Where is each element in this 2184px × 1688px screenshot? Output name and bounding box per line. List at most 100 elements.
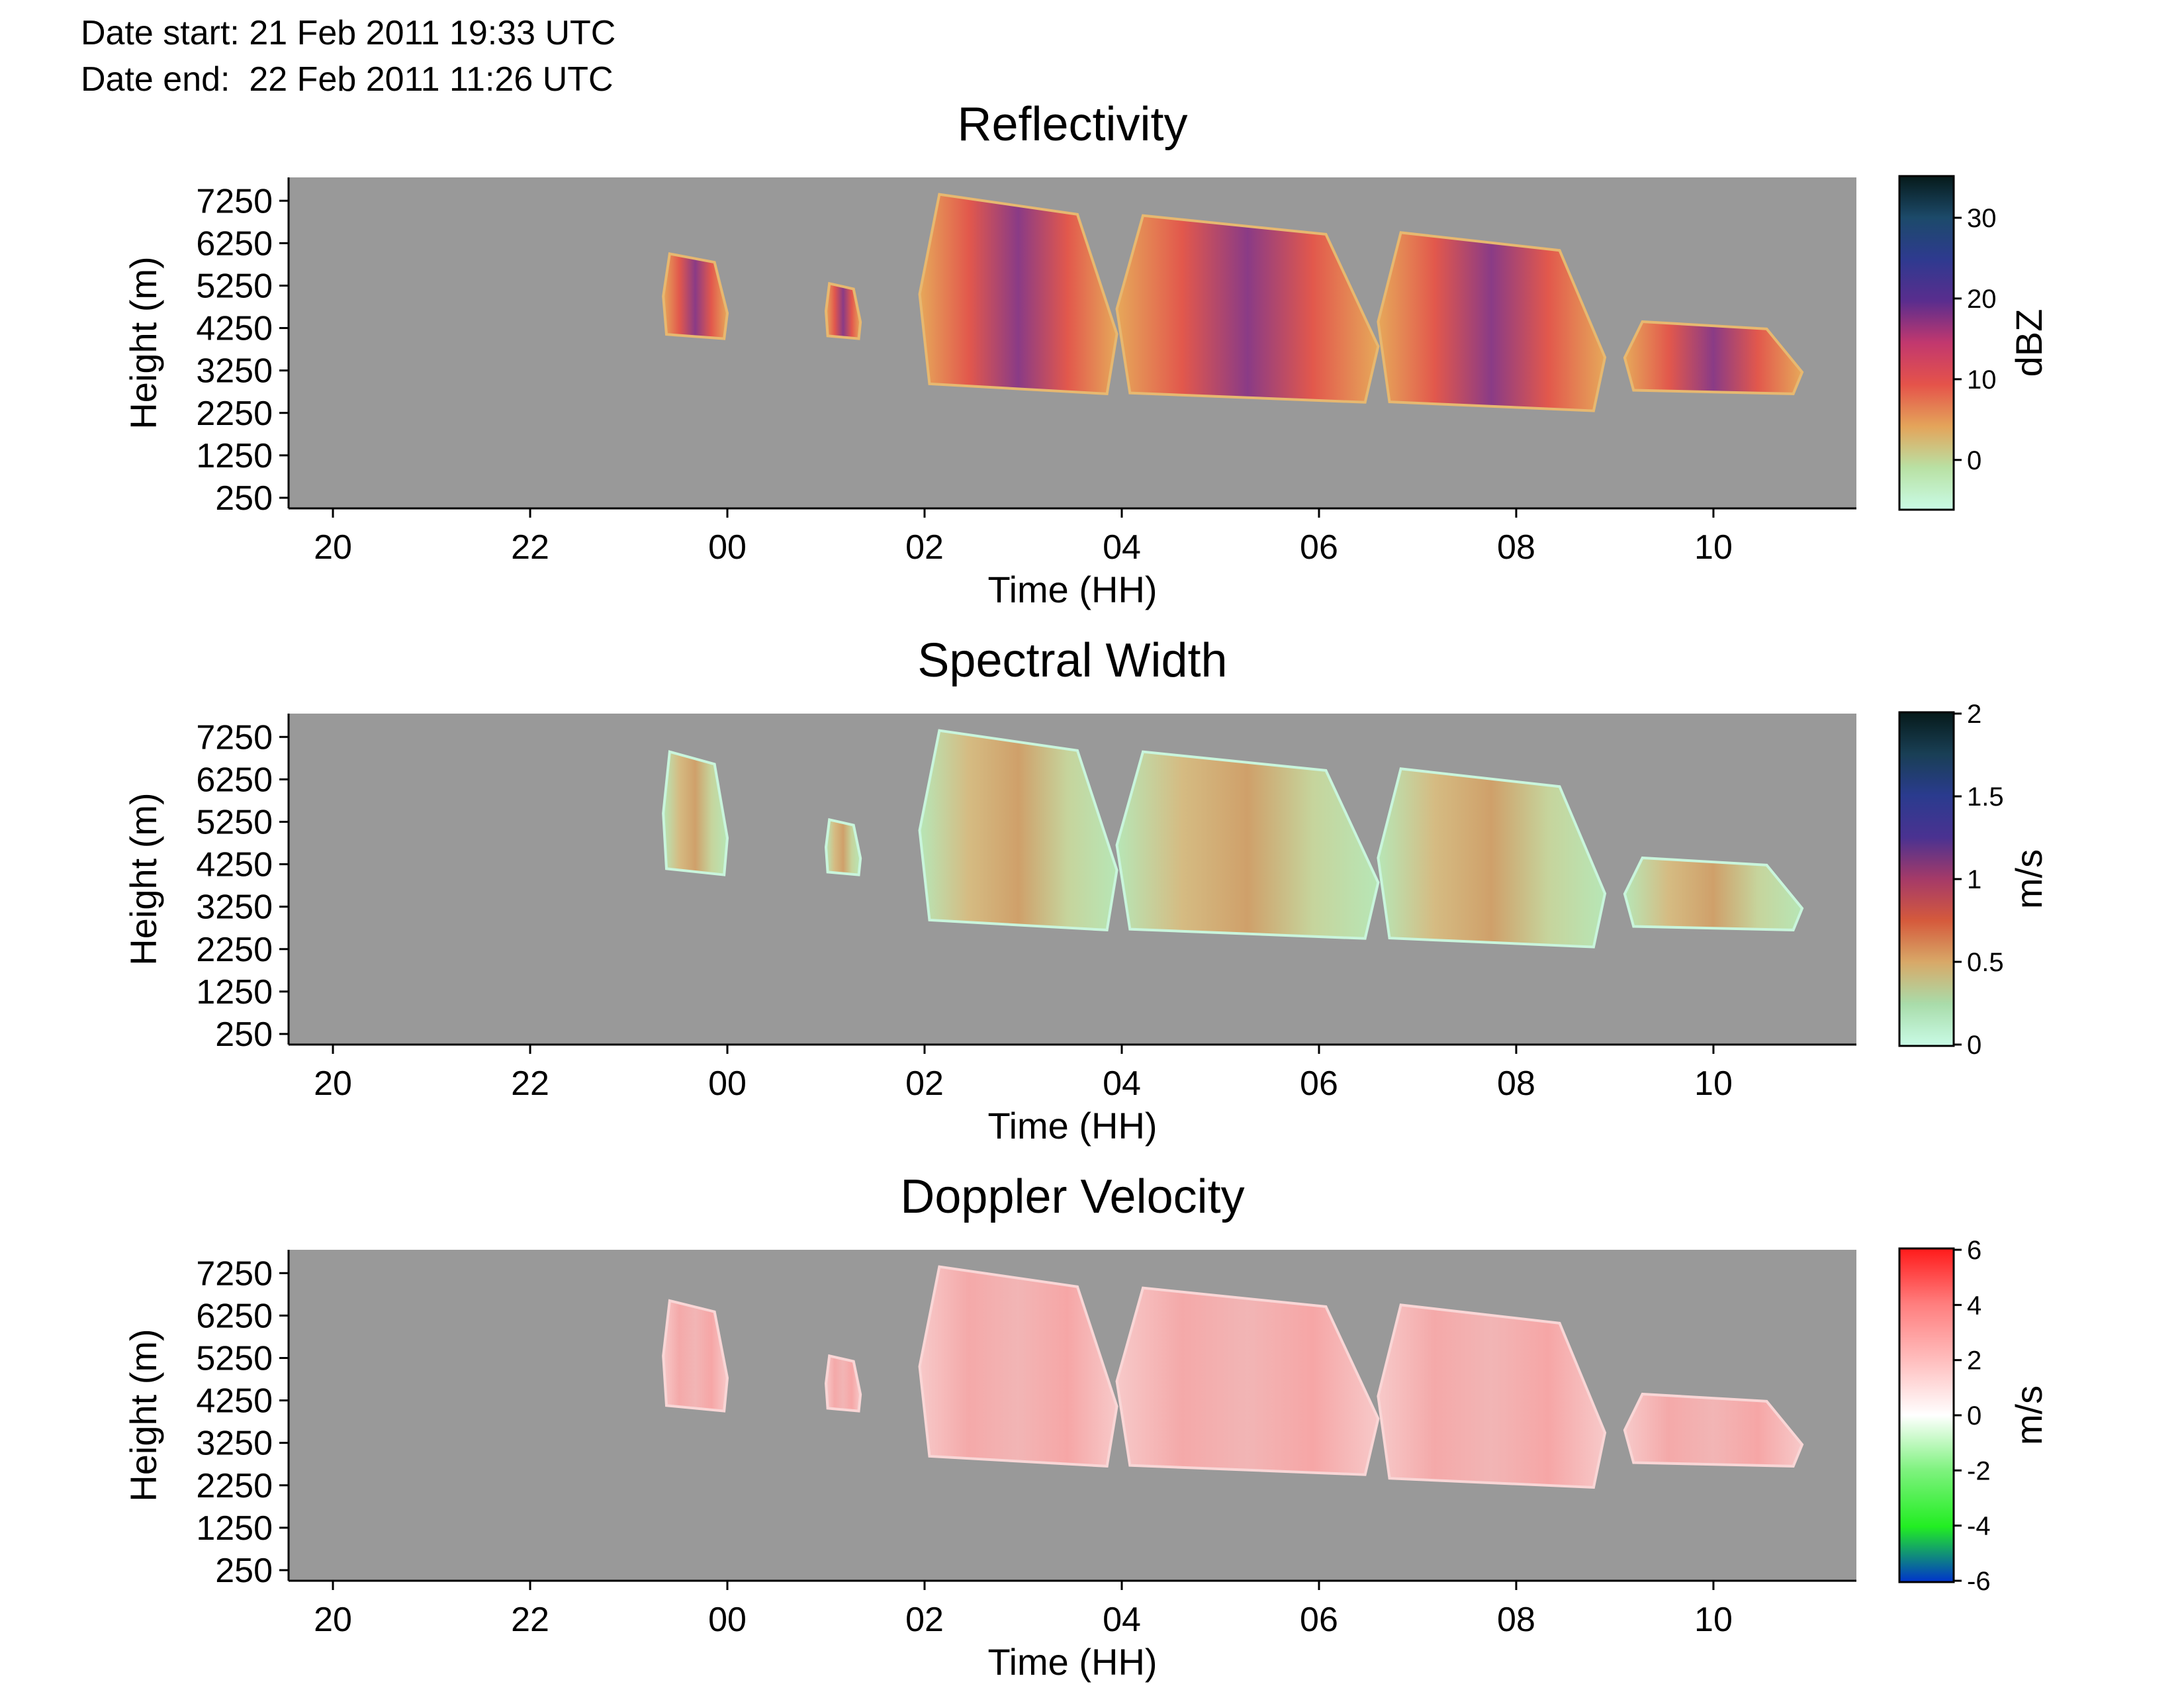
panel1-y-tick-label: 7250 — [196, 182, 273, 220]
panel3-y-tick-label: 7250 — [196, 1254, 273, 1293]
panel2-y-tick-label: 1250 — [196, 973, 273, 1011]
panel1-colorbar-label: dBZ — [2008, 309, 2050, 377]
panel2-x-tick-label: 06 — [1300, 1064, 1338, 1103]
panel3-echo-region — [662, 1299, 729, 1413]
panel1-y-tick-label: 3250 — [196, 352, 273, 391]
panel3-colorbar-tick-label: 6 — [1967, 1236, 1981, 1265]
panel2-x-axis-label: Time (HH) — [987, 1105, 1157, 1147]
panel3-x-tick-label: 04 — [1103, 1601, 1141, 1639]
panel3-colorbar-tick-label: -4 — [1967, 1512, 1991, 1541]
panel2-colorbar-tick-label: 0.5 — [1967, 948, 2004, 977]
panel2-echo-region — [825, 818, 862, 876]
panel3-colorbar-tick-label: -2 — [1967, 1456, 1991, 1485]
panel1-echo-region — [1115, 214, 1380, 404]
panel1-colorbar-tick-label: 20 — [1967, 285, 1997, 314]
panel2-x-tick-label: 10 — [1694, 1064, 1733, 1103]
panel1-title: Reflectivity — [957, 98, 1187, 151]
panel2-x-tick-label: 02 — [905, 1064, 944, 1103]
panel3-title: Doppler Velocity — [900, 1170, 1244, 1223]
panel3-y-tick-label: 3250 — [196, 1425, 273, 1463]
panel2-x-tick-label: 20 — [314, 1064, 352, 1103]
panel3-y-tick-label: 4250 — [196, 1382, 273, 1421]
panel3-x-tick-label: 00 — [708, 1601, 747, 1639]
panel2-x-tick-label: 08 — [1497, 1064, 1535, 1103]
panel3-colorbar-tick-label: 4 — [1967, 1291, 1981, 1320]
panel1-y-tick-label: 5250 — [196, 267, 273, 305]
panel2-echo-region — [1115, 750, 1380, 940]
panel2-colorbar-tick-label: 0 — [1967, 1031, 1981, 1060]
panel1-y-tick-label: 1250 — [196, 437, 273, 475]
panel2-echo-region — [1377, 767, 1607, 949]
panel1-y-tick-label: 250 — [215, 479, 273, 518]
panel2-y-tick-label: 5250 — [196, 803, 273, 841]
panel2-y-axis-label: Height (m) — [122, 792, 164, 965]
panel1-x-tick-label: 22 — [511, 528, 549, 567]
panel1-y-tick-label: 4250 — [196, 310, 273, 348]
panel2-colorbar-tick-label: 2 — [1967, 700, 1981, 729]
panel3-colorbar — [1898, 1247, 1955, 1583]
panel2-title: Spectral Width — [917, 634, 1227, 687]
panel1-y-axis-label: Height (m) — [122, 256, 164, 429]
panel3-y-tick-label: 1250 — [196, 1509, 273, 1548]
panel3-colorbar-tick-label: 0 — [1967, 1401, 1981, 1430]
panel1-x-axis-label: Time (HH) — [987, 569, 1157, 610]
panel1-echo-region — [918, 193, 1118, 396]
panel2-y-tick-label: 2250 — [196, 931, 273, 969]
panel2-y-tick-label: 3250 — [196, 888, 273, 927]
panel3-y-axis-label: Height (m) — [122, 1329, 164, 1501]
panel2-colorbar-tick-label: 1 — [1967, 865, 1981, 894]
panel1-colorbar — [1898, 175, 1955, 511]
panel1-echo-region — [662, 252, 729, 340]
panel3-echo-region — [825, 1354, 862, 1413]
panel1-x-tick-label: 20 — [314, 528, 352, 567]
panel1-y-tick-label: 2250 — [196, 395, 273, 433]
panel1-colorbar-tick-label: 0 — [1967, 446, 1981, 475]
panel3-colorbar-label: m/s — [2008, 1385, 2050, 1445]
panel2-x-tick-label: 04 — [1103, 1064, 1141, 1103]
date-end-label: Date end: 22 Feb 2011 11:26 UTC — [81, 60, 614, 99]
panel2-colorbar-tick-label: 1.5 — [1967, 782, 2004, 812]
panel1-echo-region — [1377, 231, 1607, 412]
panel2-y-tick-label: 250 — [215, 1015, 273, 1054]
panel1-x-tick-label: 10 — [1694, 528, 1733, 567]
panel2-colorbar-label: m/s — [2008, 849, 2050, 909]
panel3-x-tick-label: 08 — [1497, 1601, 1535, 1639]
panel1-x-tick-label: 08 — [1497, 528, 1535, 567]
panel3-echo-region — [918, 1265, 1118, 1468]
panel2-x-tick-label: 22 — [511, 1064, 549, 1103]
panel2-echo-region — [662, 750, 729, 876]
panel3-x-tick-label: 02 — [905, 1601, 944, 1639]
panel1-x-tick-label: 02 — [905, 528, 944, 567]
panel3-y-tick-label: 6250 — [196, 1297, 273, 1335]
panel3-x-tick-label: 22 — [511, 1601, 549, 1639]
panel2-colorbar — [1898, 711, 1955, 1047]
panel3-echo-region — [1115, 1286, 1380, 1476]
date-start-label: Date start: 21 Feb 2011 19:33 UTC — [81, 14, 616, 52]
panel1-x-tick-label: 04 — [1103, 528, 1141, 567]
panel3-y-tick-label: 5250 — [196, 1339, 273, 1378]
panel1-x-tick-label: 06 — [1300, 528, 1338, 567]
panel1-chart: Reflectivity 20 22 00 02 04 06 08 10 7250 6250 5250… — [122, 98, 2050, 610]
panel1-x-tick-label: 00 — [708, 528, 747, 567]
panel3-y-tick-label: 2250 — [196, 1467, 273, 1505]
panel2-y-tick-label: 6250 — [196, 761, 273, 799]
panel3-y-tick-label: 250 — [215, 1552, 273, 1590]
panel1-colorbar-tick-label: 30 — [1967, 204, 1997, 233]
panel3-echo-region — [1623, 1392, 1804, 1468]
panel2-y-tick-label: 7250 — [196, 718, 273, 757]
panel1-echo-region — [1623, 320, 1804, 395]
panel3-x-tick-label: 10 — [1694, 1601, 1733, 1639]
panel3-colorbar-tick-label: -6 — [1967, 1567, 1991, 1596]
panel2-y-tick-label: 4250 — [196, 846, 273, 884]
panel1-colorbar-tick-label: 10 — [1967, 365, 1997, 395]
panel2-echo-region — [1623, 856, 1804, 931]
panel3-x-tick-label: 06 — [1300, 1601, 1338, 1639]
panel3-colorbar-tick-label: 2 — [1967, 1346, 1981, 1376]
panel2-x-tick-label: 00 — [708, 1064, 747, 1103]
panel1-y-tick-label: 6250 — [196, 224, 273, 263]
panel1-echo-region — [825, 281, 862, 340]
panel3-echo-region — [1377, 1303, 1607, 1489]
